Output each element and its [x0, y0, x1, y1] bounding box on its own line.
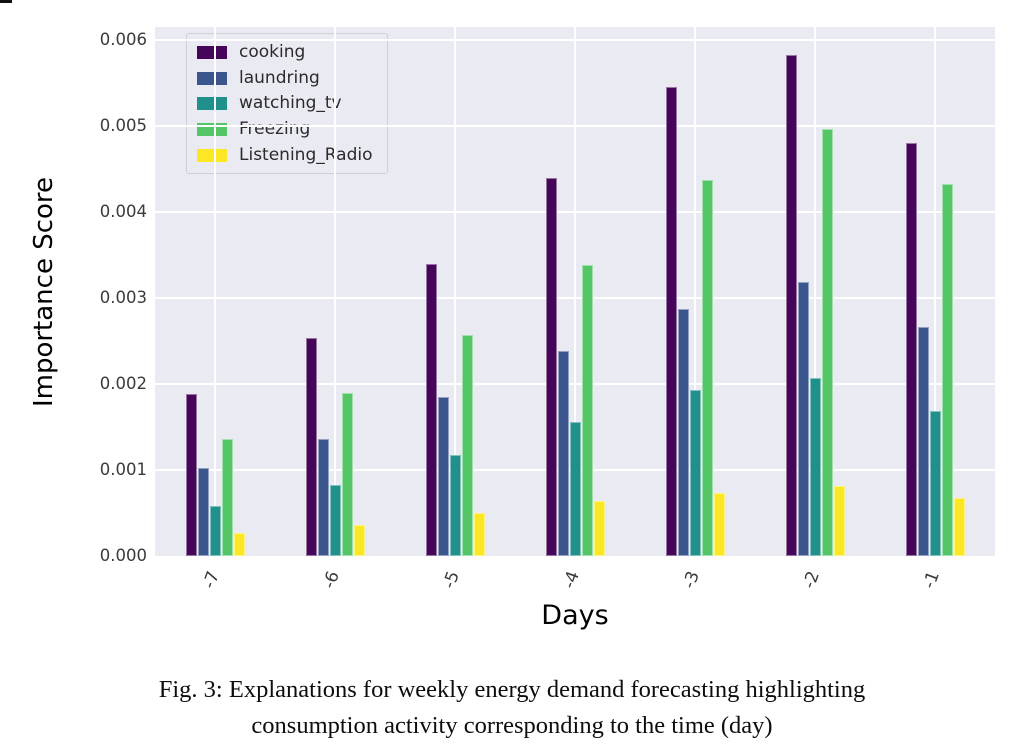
legend-swatch-icon — [197, 97, 227, 111]
y-axis-label: Importance Score — [29, 176, 59, 408]
legend-item-Listening_Radio: Listening_Radio — [197, 146, 373, 165]
x-tick-label: -3 — [679, 568, 704, 592]
bar-laundring — [798, 282, 809, 556]
gridline-vertical — [334, 27, 336, 556]
bar-Freezing — [342, 393, 353, 556]
bar-Listening_Radio — [354, 525, 365, 556]
bar-watching_tv — [570, 422, 581, 556]
bar-laundring — [198, 468, 209, 556]
bar-Freezing — [822, 129, 833, 556]
bar-cooking — [186, 394, 197, 556]
bar-Freezing — [582, 265, 593, 556]
bar-watching_tv — [690, 390, 701, 556]
gridline-vertical — [934, 27, 936, 556]
bar-Freezing — [462, 335, 473, 556]
bar-cooking — [426, 264, 437, 556]
y-tick-label: 0.001 — [99, 459, 147, 479]
bar-Listening_Radio — [474, 513, 485, 556]
bar-Listening_Radio — [234, 533, 245, 556]
x-tick-label: -2 — [799, 568, 824, 592]
caption-line-1: Fig. 3: Explanations for weekly energy d… — [158, 676, 866, 703]
bar-watching_tv — [450, 455, 461, 556]
bar-watching_tv — [810, 378, 821, 556]
gridline-vertical — [454, 27, 456, 556]
bar-laundring — [318, 439, 329, 556]
caption-line-2: consumption activity corresponding to th… — [251, 712, 773, 739]
bar-laundring — [918, 327, 929, 556]
legend-item-cooking: cooking — [197, 43, 373, 62]
plot-area: cooking laundring watching_tv Freezing Liste… — [155, 27, 995, 556]
x-tick-label: -4 — [559, 568, 584, 592]
bar-Freezing — [942, 184, 953, 556]
gridline-vertical — [214, 27, 216, 556]
bar-cooking — [786, 55, 797, 556]
bar-cooking — [666, 87, 677, 556]
legend-label: cooking — [239, 42, 306, 62]
legend-label: laundring — [239, 67, 320, 88]
bar-cooking — [306, 338, 317, 556]
gridline-vertical — [694, 27, 696, 556]
gridline-vertical — [814, 27, 816, 556]
legend-swatch-icon — [197, 71, 227, 85]
legend-label: watching_tv — [239, 93, 342, 114]
y-tick-label: 0.002 — [99, 373, 147, 393]
y-tick-label: 0.003 — [99, 287, 147, 307]
bar-Freezing — [222, 439, 233, 556]
x-tick-label: -7 — [199, 568, 224, 592]
legend-label: Listening_Radio — [239, 144, 373, 165]
bar-Listening_Radio — [954, 498, 965, 556]
legend-label: Freezing — [239, 119, 311, 140]
x-tick-label: -5 — [439, 568, 464, 592]
bar-watching_tv — [210, 506, 221, 556]
bar-cooking — [906, 143, 917, 556]
x-tick-label: -1 — [919, 568, 944, 592]
y-tick-label: 0.006 — [99, 29, 147, 49]
bar-Listening_Radio — [834, 486, 845, 556]
y-tick-label: 0.005 — [99, 115, 147, 135]
bar-Listening_Radio — [714, 493, 725, 556]
bar-watching_tv — [330, 485, 341, 556]
y-tick-label: 0.000 — [99, 546, 147, 565]
bar-laundring — [438, 397, 449, 556]
legend-item-laundring: laundring — [197, 67, 373, 88]
legend-item-Freezing: Freezing — [197, 120, 373, 139]
x-tick-label: -6 — [319, 568, 344, 592]
gridline-vertical — [574, 27, 576, 556]
bar-laundring — [678, 309, 689, 556]
bar-Listening_Radio — [594, 501, 605, 556]
bar-laundring — [558, 351, 569, 556]
page-corner-mark — [0, 0, 12, 3]
legend-swatch-icon — [197, 45, 227, 59]
legend-item-watching_tv: watching_tv — [197, 94, 373, 113]
bar-watching_tv — [930, 411, 941, 556]
figure-caption: Fig. 3: Explanations for weekly energy d… — [0, 672, 1024, 744]
bar-cooking — [546, 178, 557, 556]
y-tick-label: 0.004 — [99, 201, 147, 221]
bar-Freezing — [702, 180, 713, 556]
x-axis-label: Days — [541, 600, 609, 631]
legend-swatch-icon — [197, 148, 227, 162]
legend: cooking laundring watching_tv Freezing Liste… — [186, 33, 388, 175]
